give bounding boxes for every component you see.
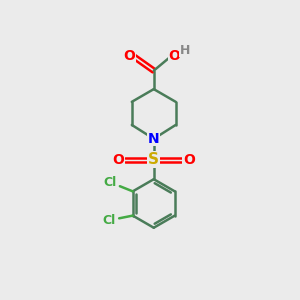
Text: O: O xyxy=(112,153,124,166)
Text: N: N xyxy=(148,132,160,146)
Text: Cl: Cl xyxy=(102,214,116,227)
Text: O: O xyxy=(123,49,135,63)
Text: H: H xyxy=(179,44,190,57)
Text: O: O xyxy=(169,49,181,63)
Text: S: S xyxy=(148,152,159,167)
Text: Cl: Cl xyxy=(103,176,117,189)
Text: O: O xyxy=(183,153,195,166)
